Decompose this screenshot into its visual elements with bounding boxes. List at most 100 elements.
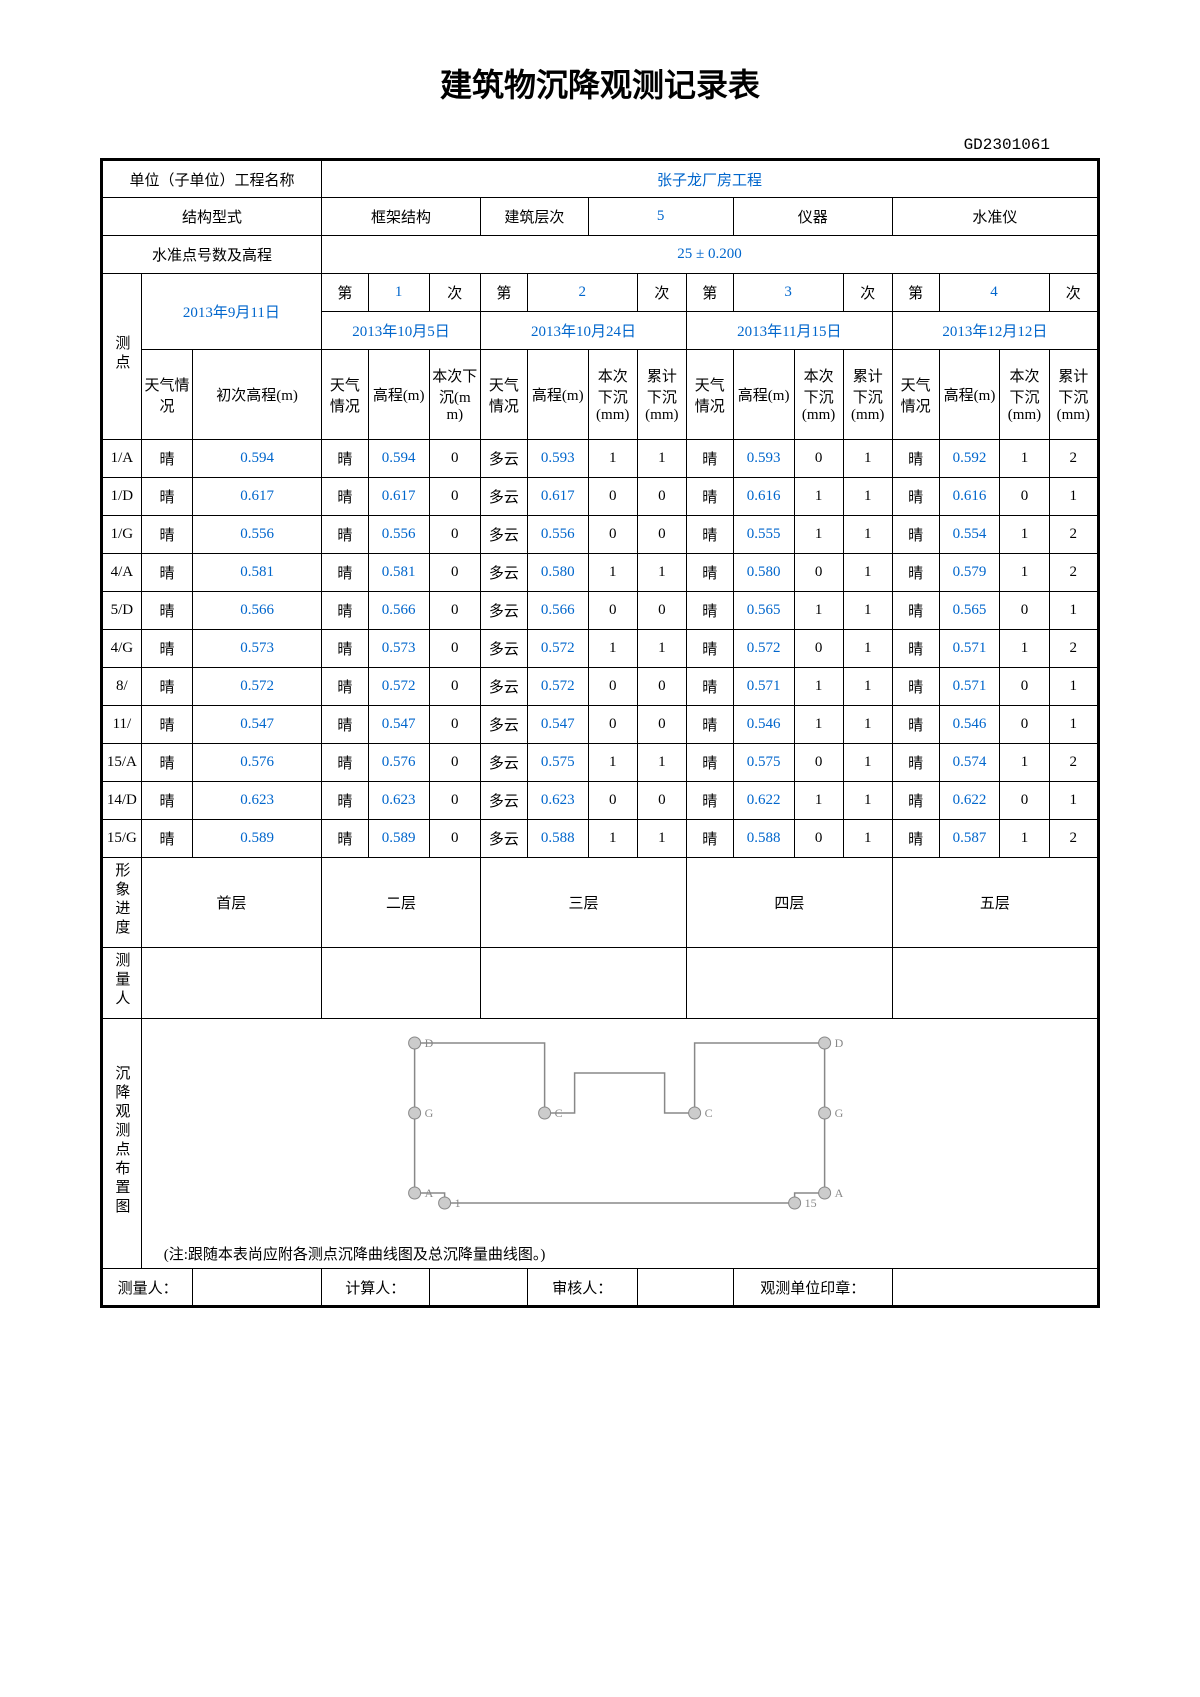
doc-number: GD2301061: [100, 136, 1100, 154]
cell-e2: 0.617: [527, 478, 588, 516]
instr-label: 仪器: [733, 198, 892, 236]
hdr-s4: 本次下沉(mm): [1000, 350, 1049, 440]
cell-s2: 0: [588, 478, 637, 516]
progress-0: 首层: [141, 858, 321, 948]
cell-s4: 1: [1000, 820, 1049, 858]
cell-w2: 多云: [481, 440, 528, 478]
cell-w3: 晴: [686, 592, 733, 630]
page: 建筑物沉降观测记录表 GD2301061 单位（子单位）工程名称 张子: [0, 0, 1200, 1697]
cell-w0: 晴: [141, 706, 192, 744]
cell-c3: 1: [843, 554, 892, 592]
cell-c4: 2: [1049, 554, 1098, 592]
bench-label: 水准点号数及高程: [102, 236, 322, 274]
cell-w1: 晴: [321, 668, 368, 706]
instr-value: 水准仪: [892, 198, 1098, 236]
cell-s2: 0: [588, 592, 637, 630]
cell-c4: 1: [1049, 706, 1098, 744]
cell-id: 15/A: [102, 744, 142, 782]
seq-di-2: 第: [481, 274, 528, 312]
sign-surveyor-label: 测量人：: [102, 1269, 193, 1307]
hdr-e1: 高程(m): [368, 350, 429, 440]
cell-e0: 0.556: [193, 516, 322, 554]
cell-e0: 0.547: [193, 706, 322, 744]
cell-e1: 0.617: [368, 478, 429, 516]
cell-e3: 0.593: [733, 440, 794, 478]
cell-w2: 多云: [481, 516, 528, 554]
cell-e4: 0.592: [939, 440, 1000, 478]
cell-w4: 晴: [892, 744, 939, 782]
cell-w1: 晴: [321, 554, 368, 592]
cell-w2: 多云: [481, 554, 528, 592]
cell-e0: 0.623: [193, 782, 322, 820]
cell-id: 4/A: [102, 554, 142, 592]
cell-e1: 0.572: [368, 668, 429, 706]
cell-id: 15/G: [102, 820, 142, 858]
cell-e1: 0.573: [368, 630, 429, 668]
layout-diagram: DDCCGGAA115: [144, 1023, 1095, 1223]
cell-w1: 晴: [321, 782, 368, 820]
cell-e0: 0.566: [193, 592, 322, 630]
hdr-w1: 天气情况: [321, 350, 368, 440]
sign-stamp-value: [892, 1269, 1098, 1307]
surveyor-4: [892, 948, 1098, 1019]
sign-check-label: 审核人：: [527, 1269, 637, 1307]
hdr-e2: 高程(m): [527, 350, 588, 440]
unit-label: 单位（子单位）工程名称: [102, 160, 322, 198]
seq-num-2: 2: [527, 274, 637, 312]
cell-e4: 0.554: [939, 516, 1000, 554]
table-row: 15/G晴0.589晴0.5890多云0.58811晴0.58801晴0.587…: [102, 820, 1099, 858]
cell-e3: 0.572: [733, 630, 794, 668]
cell-w3: 晴: [686, 440, 733, 478]
date2: 2013年10月24日: [481, 312, 687, 350]
table-row: 1/A晴0.594晴0.5940多云0.59311晴0.59301晴0.5921…: [102, 440, 1099, 478]
progress-1: 二层: [321, 858, 480, 948]
cell-s3: 0: [794, 744, 843, 782]
cell-e1: 0.547: [368, 706, 429, 744]
cell-s2: 0: [588, 516, 637, 554]
cell-e2: 0.572: [527, 668, 588, 706]
seq-ci-2: 次: [637, 274, 686, 312]
cell-e4: 0.622: [939, 782, 1000, 820]
cell-c2: 0: [637, 516, 686, 554]
cell-w2: 多云: [481, 630, 528, 668]
cell-w3: 晴: [686, 478, 733, 516]
cell-s3: 1: [794, 782, 843, 820]
cell-id: 4/G: [102, 630, 142, 668]
hdr-c2: 累计下沉(mm): [637, 350, 686, 440]
cell-s4: 1: [1000, 516, 1049, 554]
cell-c2: 0: [637, 668, 686, 706]
hdr-w4: 天气情况: [892, 350, 939, 440]
cell-s3: 1: [794, 478, 843, 516]
cell-c4: 1: [1049, 782, 1098, 820]
cell-s4: 0: [1000, 592, 1049, 630]
surveyor-row-label: 测量人: [102, 948, 142, 1019]
svg-text:D: D: [424, 1036, 433, 1050]
seq-ci-4: 次: [1049, 274, 1098, 312]
svg-text:C: C: [704, 1106, 712, 1120]
seq-di-1: 第: [321, 274, 368, 312]
cell-w0: 晴: [141, 630, 192, 668]
cell-id: 1/D: [102, 478, 142, 516]
cell-e1: 0.566: [368, 592, 429, 630]
cell-w3: 晴: [686, 706, 733, 744]
cell-w2: 多云: [481, 782, 528, 820]
table-row: 8/晴0.572晴0.5720多云0.57200晴0.57111晴0.57101: [102, 668, 1099, 706]
cell-e2: 0.623: [527, 782, 588, 820]
svg-text:G: G: [834, 1106, 843, 1120]
settlement-table: 单位（子单位）工程名称 张子龙厂房工程 结构型式 框架结构 建筑层次 5 仪器 …: [100, 158, 1100, 1308]
cell-w2: 多云: [481, 820, 528, 858]
table-row: 4/A晴0.581晴0.5810多云0.58011晴0.58001晴0.5791…: [102, 554, 1099, 592]
cell-e4: 0.579: [939, 554, 1000, 592]
cell-e4: 0.574: [939, 744, 1000, 782]
cell-w1: 晴: [321, 744, 368, 782]
cell-s1: 0: [429, 668, 480, 706]
cell-s4: 1: [1000, 744, 1049, 782]
cell-e3: 0.575: [733, 744, 794, 782]
cell-e2: 0.547: [527, 706, 588, 744]
cell-s3: 0: [794, 554, 843, 592]
seq-di-4: 第: [892, 274, 939, 312]
cell-e4: 0.546: [939, 706, 1000, 744]
cell-w0: 晴: [141, 516, 192, 554]
cell-e1: 0.576: [368, 744, 429, 782]
cell-w3: 晴: [686, 782, 733, 820]
